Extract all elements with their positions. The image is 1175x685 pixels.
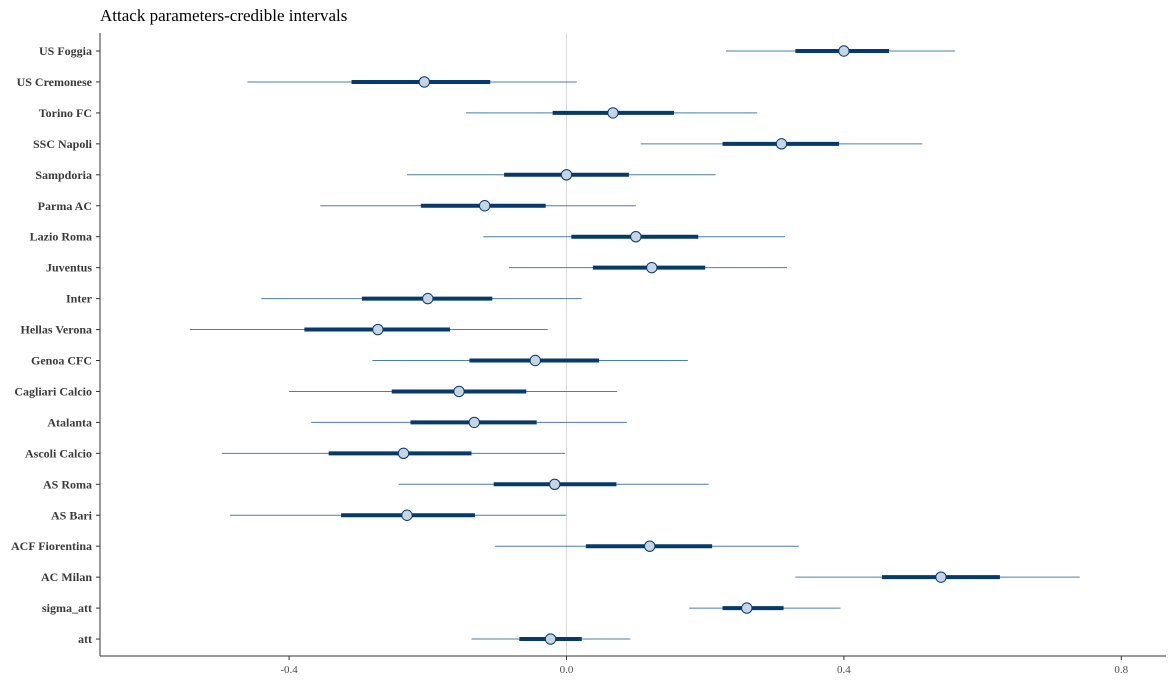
y-tick-label: SSC Napoli xyxy=(33,137,93,151)
y-tick-label: sigma_att xyxy=(42,601,92,615)
median-point xyxy=(478,200,491,212)
median-point xyxy=(372,323,384,336)
axes xyxy=(96,33,1166,660)
median-point xyxy=(468,416,480,429)
median-point xyxy=(935,571,947,583)
median-point xyxy=(644,540,656,552)
median-point xyxy=(607,107,619,119)
y-tick-label: US Cremonese xyxy=(17,75,93,89)
y-tick-label: AC Milan xyxy=(41,570,92,584)
x-tick-label: 0.8 xyxy=(1114,664,1128,676)
median-point xyxy=(418,76,431,88)
x-tick-label: 0.4 xyxy=(837,664,851,676)
median-point xyxy=(422,292,434,305)
median-point xyxy=(630,231,642,243)
median-point xyxy=(544,633,557,645)
x-tick-labels: -0.4 0.0 0.4 0.8 xyxy=(280,664,1128,676)
y-tick-label: Juventus xyxy=(46,261,92,275)
y-tick-label: Cagliari Calcio xyxy=(14,384,92,398)
y-tick-label: AS Roma xyxy=(43,477,92,491)
y-tick-labels: US Foggia US Cremonese Torino FC SSC Napoli… xyxy=(11,44,93,646)
median-point-layer xyxy=(372,45,947,645)
y-tick-label: Atalanta xyxy=(47,415,92,429)
chart-title: Attack parameters-credible intervals xyxy=(100,6,347,25)
median-point xyxy=(401,509,413,521)
y-tick-label: US Foggia xyxy=(39,44,92,58)
median-point xyxy=(560,169,573,181)
y-tick-label: Genoa CFC xyxy=(31,354,92,368)
y-tick-label: att xyxy=(78,632,92,646)
y-tick-label: Lazio Roma xyxy=(30,230,92,244)
median-point xyxy=(549,478,561,490)
median-point xyxy=(397,447,410,460)
y-tick-label: AS Bari xyxy=(51,508,93,522)
y-tick-label: ACF Fiorentina xyxy=(11,539,92,553)
median-point xyxy=(838,45,850,57)
median-point xyxy=(529,354,541,367)
x-tick-label: 0.0 xyxy=(560,664,574,676)
y-tick-label: Ascoli Calcio xyxy=(25,446,92,460)
outer-interval-layer xyxy=(189,50,1080,640)
y-tick-label: Sampdoria xyxy=(35,168,92,182)
y-tick-label: Parma AC xyxy=(38,199,92,213)
median-point xyxy=(453,385,465,398)
y-tick-label: Inter xyxy=(66,292,93,306)
median-point xyxy=(775,138,788,150)
x-tick-label: -0.4 xyxy=(280,664,298,676)
y-tick-label: Hellas Verona xyxy=(21,323,92,337)
median-point xyxy=(646,261,658,274)
y-tick-label: Torino FC xyxy=(39,106,92,120)
median-point xyxy=(741,602,753,614)
